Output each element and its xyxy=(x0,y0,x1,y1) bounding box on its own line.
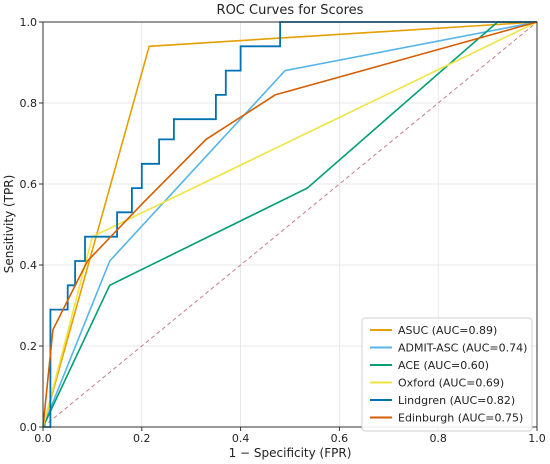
x-tick-label: 0.0 xyxy=(34,432,52,445)
series-line-edinburgh xyxy=(42,21,538,428)
series-line-lindgren xyxy=(43,21,537,428)
series-line-asuc xyxy=(42,21,538,428)
legend-entry-ace: ACE (AUC=0.60) xyxy=(398,359,489,372)
plot-frame xyxy=(42,21,538,428)
legend-entry-oxford: Oxford (AUC=0.69) xyxy=(398,377,504,390)
y-tick-label: 0.8 xyxy=(20,97,38,110)
x-axis-label: 1 − Specificity (FPR) xyxy=(229,446,352,460)
y-tick-label: 0.2 xyxy=(20,340,38,353)
reference-diagonal-line xyxy=(42,21,538,428)
y-tick-label: 0.0 xyxy=(20,421,38,434)
legend-entry-lindgren: Lindgren (AUC=0.82) xyxy=(398,394,515,407)
tick-layer: 0.0 0.2 0.4 0.6 0.8 1.0 0.0 0.2 0.4 0.6 0.8 1.0 xyxy=(20,16,546,445)
reference-diagonal-layer xyxy=(42,21,538,428)
legend-box xyxy=(361,317,533,432)
y-axis-label: Sensitivity (TPR) xyxy=(2,175,16,274)
x-tick-label: 1.0 xyxy=(528,432,546,445)
legend: ASUC (AUC=0.89) ADMIT-ASC (AUC=0.74) ACE (… xyxy=(361,317,533,432)
series-line-admit-asc xyxy=(42,21,538,428)
x-tick-label: 0.6 xyxy=(331,432,349,445)
series-layer xyxy=(42,21,538,428)
legend-entry-edinburgh: Edinburgh (AUC=0.75) xyxy=(398,412,523,425)
legend-entry-admit-asc: ADMIT-ASC (AUC=0.74) xyxy=(398,342,527,355)
legend-entry-asuc: ASUC (AUC=0.89) xyxy=(398,324,497,337)
x-tick-label: 0.2 xyxy=(133,432,151,445)
x-tick-label: 0.8 xyxy=(429,432,447,445)
y-tick-label: 1.0 xyxy=(20,16,38,29)
x-tick-label: 0.4 xyxy=(232,432,250,445)
chart-title: ROC Curves for Scores xyxy=(217,3,364,18)
y-tick-label: 0.6 xyxy=(20,178,38,191)
y-tick-label: 0.4 xyxy=(20,259,38,272)
